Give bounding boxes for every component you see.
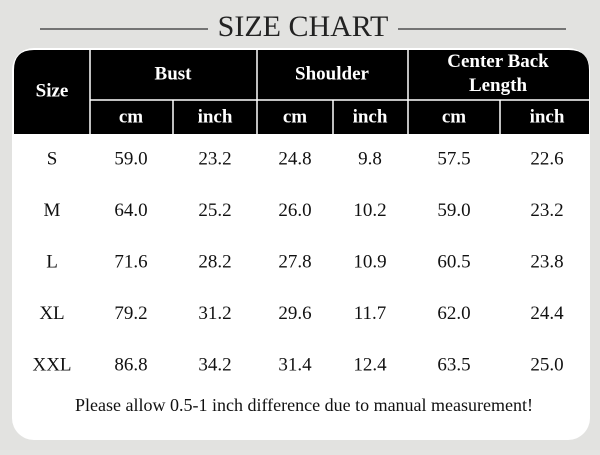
title: SIZE CHART (218, 10, 389, 43)
group-header: Bust (155, 63, 193, 84)
unit-header: cm (119, 106, 143, 127)
cell: 64.0 (114, 200, 147, 221)
cell: 71.6 (114, 251, 147, 272)
cell: XXL (32, 354, 71, 375)
cell: 28.2 (198, 251, 231, 272)
cell: M (44, 200, 61, 221)
cell: 60.5 (437, 251, 470, 272)
cell: 9.8 (358, 148, 382, 169)
note: Please allow 0.5-1 inch difference due t… (75, 395, 533, 415)
cell: 31.2 (198, 303, 231, 324)
unit-header: inch (198, 106, 233, 127)
cell: 79.2 (114, 303, 147, 324)
cell: 25.2 (198, 200, 231, 221)
cell: 29.6 (278, 303, 311, 324)
cell: 59.0 (114, 148, 147, 169)
cell: 24.4 (530, 303, 564, 324)
cell: 63.5 (437, 354, 470, 375)
cell: 22.6 (530, 148, 563, 169)
cell: 26.0 (278, 200, 311, 221)
header-band (14, 50, 589, 134)
cell: 57.5 (437, 148, 470, 169)
cell: 10.2 (353, 200, 386, 221)
size-header: Size (36, 80, 69, 101)
cell: 34.2 (198, 354, 231, 375)
group-header: Center Back Length (447, 51, 549, 96)
unit-header: inch (530, 106, 565, 127)
cell: 23.2 (198, 148, 231, 169)
cell: 23.8 (530, 251, 563, 272)
cell: 24.8 (278, 148, 311, 169)
cell: 12.4 (353, 354, 387, 375)
header-dividers (89, 50, 589, 134)
cell: 10.9 (353, 251, 386, 272)
cell: 25.0 (530, 354, 563, 375)
unit-header: cm (283, 106, 307, 127)
cell: 11.7 (354, 303, 387, 324)
cell: 27.8 (278, 251, 311, 272)
cell: S (47, 148, 58, 169)
cell: 62.0 (437, 303, 470, 324)
card (12, 48, 590, 440)
group-header: Shoulder (295, 63, 369, 84)
cell: 59.0 (437, 200, 470, 221)
cell: 23.2 (530, 200, 563, 221)
cell: XL (39, 303, 64, 324)
cell: L (46, 251, 58, 272)
cell: 86.8 (114, 354, 147, 375)
cell: 31.4 (278, 354, 312, 375)
unit-header: inch (353, 106, 388, 127)
unit-header: cm (442, 106, 466, 127)
